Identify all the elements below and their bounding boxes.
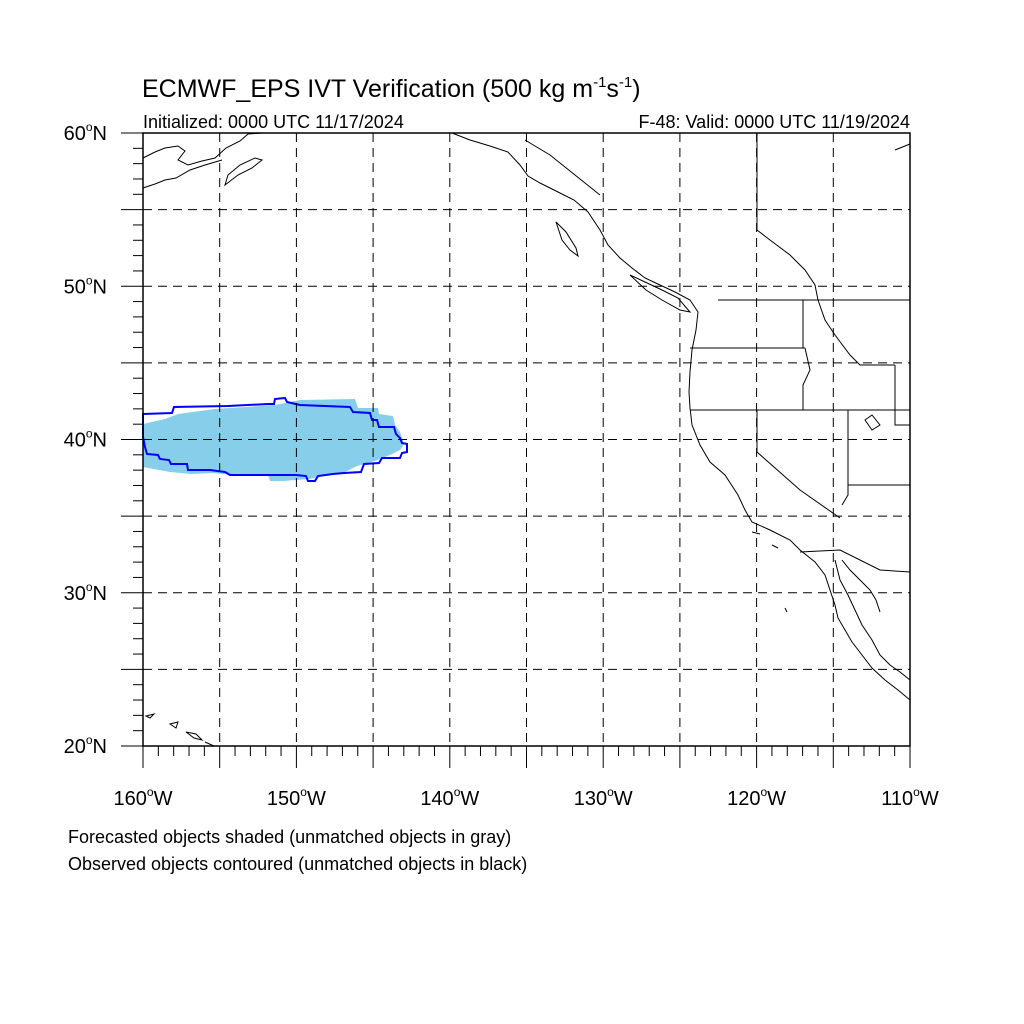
alberta-bc-border [756,133,819,301]
map-frame [142,132,911,747]
alaska-coast [142,132,263,166]
vancouver-island [629,274,692,313]
forecast-note: Forecasted objects shaded (unmatched obj… [68,827,511,847]
baja-california [834,559,911,681]
wy-border [894,365,910,426]
kodiak-island [224,157,264,187]
bc-alaska-border [524,139,601,196]
channel-islands [751,531,788,613]
lat-label: 20oN [64,733,107,758]
forecast-object [143,399,404,481]
political-borders [524,133,911,573]
alaska-coast-south [142,159,223,189]
lon-label: 110oW [881,785,939,810]
lat-label: 50oN [64,273,107,298]
lat-label: 30oN [64,580,107,605]
lon-label: 130oW [574,785,633,810]
gulf-of-california [841,559,881,613]
far-east-coast [894,143,911,151]
lon-label: 160oW [114,785,173,810]
us-mexico-border [799,549,911,573]
lat-label: 60oN [64,120,107,145]
longitude-labels: 160oW 150oW 140oW 130oW 120oW 110oW [114,785,939,810]
lon-label: 140oW [420,785,479,810]
hawaii-islands [144,713,215,747]
map-title: ECMWF_EPS IVT Verification (500 kg m-1s-… [142,74,641,103]
bc-alaska-coast [451,132,911,701]
haida-gwaii [555,221,579,258]
great-salt-lake [864,414,881,431]
or-id-border [802,347,811,410]
ca-nv-border [756,410,841,519]
observed-note: Observed objects contoured (unmatched ob… [68,854,527,874]
latitude-labels: 60oN 50oN 40oN 30oN 20oN [64,120,107,758]
id-mt-border [817,299,895,366]
init-time-label: Initialized: 0000 UTC 11/17/2024 [143,112,404,132]
gridlines [143,133,910,746]
valid-time-label: F-48: Valid: 0000 UTC 11/19/2024 [639,112,911,132]
lon-label: 120oW [727,785,786,810]
lon-label: 150oW [267,785,326,810]
lat-label: 40oN [64,427,107,452]
observed-object-contour [142,396,408,482]
tick-marks [121,132,911,768]
coastlines [142,132,911,747]
nv-az-border [841,410,849,506]
